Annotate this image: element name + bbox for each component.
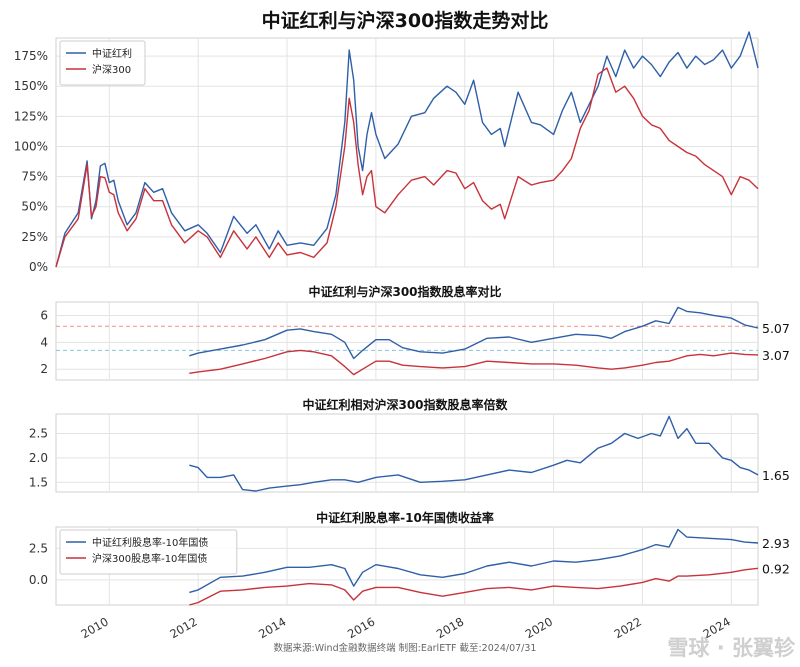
series-line-named	[55, 67, 759, 268]
end-value-label: 0.92	[762, 561, 790, 576]
y-tick-label: 2.0	[29, 451, 48, 465]
end-value-label: 3.07	[762, 348, 790, 363]
y-tick-label: 150%	[14, 79, 48, 93]
end-value-label: 2.93	[762, 536, 790, 551]
x-tick-label: 2012	[167, 614, 199, 641]
source-note: 数据来源:Wind金融数据终端 制图:EarlETF 截至:2024/07/31	[274, 642, 537, 654]
y-tick-label: 2.5	[29, 541, 48, 555]
series-line-0	[189, 306, 759, 360]
legend-label: 沪深300	[92, 63, 131, 76]
x-tick-label: 2016	[345, 614, 377, 641]
x-tick-label: 2018	[434, 614, 466, 641]
y-tick-label: 175%	[14, 49, 48, 63]
series-line-named	[189, 528, 759, 594]
legend-label: 中证红利股息率-10年国债	[92, 536, 208, 549]
plot-frame	[55, 37, 759, 268]
end-value-label: 1.65	[762, 468, 790, 483]
series-line-named	[189, 567, 759, 606]
y-tick-label: 75%	[21, 170, 48, 184]
y-tick-label: 50%	[21, 200, 48, 214]
plot-frame	[55, 301, 759, 381]
plot-frame	[55, 526, 759, 606]
series-line-1	[189, 349, 759, 376]
y-tick-label: 125%	[14, 109, 48, 123]
y-tick-label: 25%	[21, 230, 48, 244]
legend-label: 沪深300股息率-10年国债	[92, 552, 207, 565]
grid-layer	[55, 37, 759, 606]
panel-title: 中证红利与沪深300指数股息率对比	[308, 284, 501, 299]
y-tick-label: 0.0	[29, 573, 48, 587]
legend-box	[59, 529, 238, 575]
y-tick-label: 1.5	[29, 475, 48, 489]
y-tick-label: 2.5	[29, 427, 48, 441]
x-tick-label: 2022	[612, 614, 644, 641]
y-tick-label: 0%	[29, 260, 48, 274]
series-layer	[55, 31, 759, 606]
end-value-label: 5.07	[762, 321, 790, 336]
watermark: 雪球 · 张翼轸	[667, 636, 796, 660]
panel-title: 中证红利股息率-10年国债收益率	[316, 510, 494, 525]
x-tick-label: 2020	[523, 614, 555, 641]
y-tick-label: 6	[40, 308, 48, 322]
x-tick-label: 2010	[78, 614, 110, 641]
panel-title: 中证红利相对沪深300指数股息率倍数	[302, 397, 508, 412]
legend-box	[59, 40, 146, 86]
y-tick-label: 100%	[14, 139, 48, 153]
y-tick-label: 2	[40, 362, 48, 376]
plot-frame	[55, 413, 759, 493]
x-tick-label: 2014	[256, 614, 288, 641]
series-line-named	[55, 31, 759, 268]
legend-label: 中证红利	[92, 47, 132, 60]
series-line-0	[189, 415, 759, 492]
main-title: 中证红利与沪深300指数走势对比	[262, 9, 549, 32]
y-tick-label: 4	[40, 335, 48, 349]
